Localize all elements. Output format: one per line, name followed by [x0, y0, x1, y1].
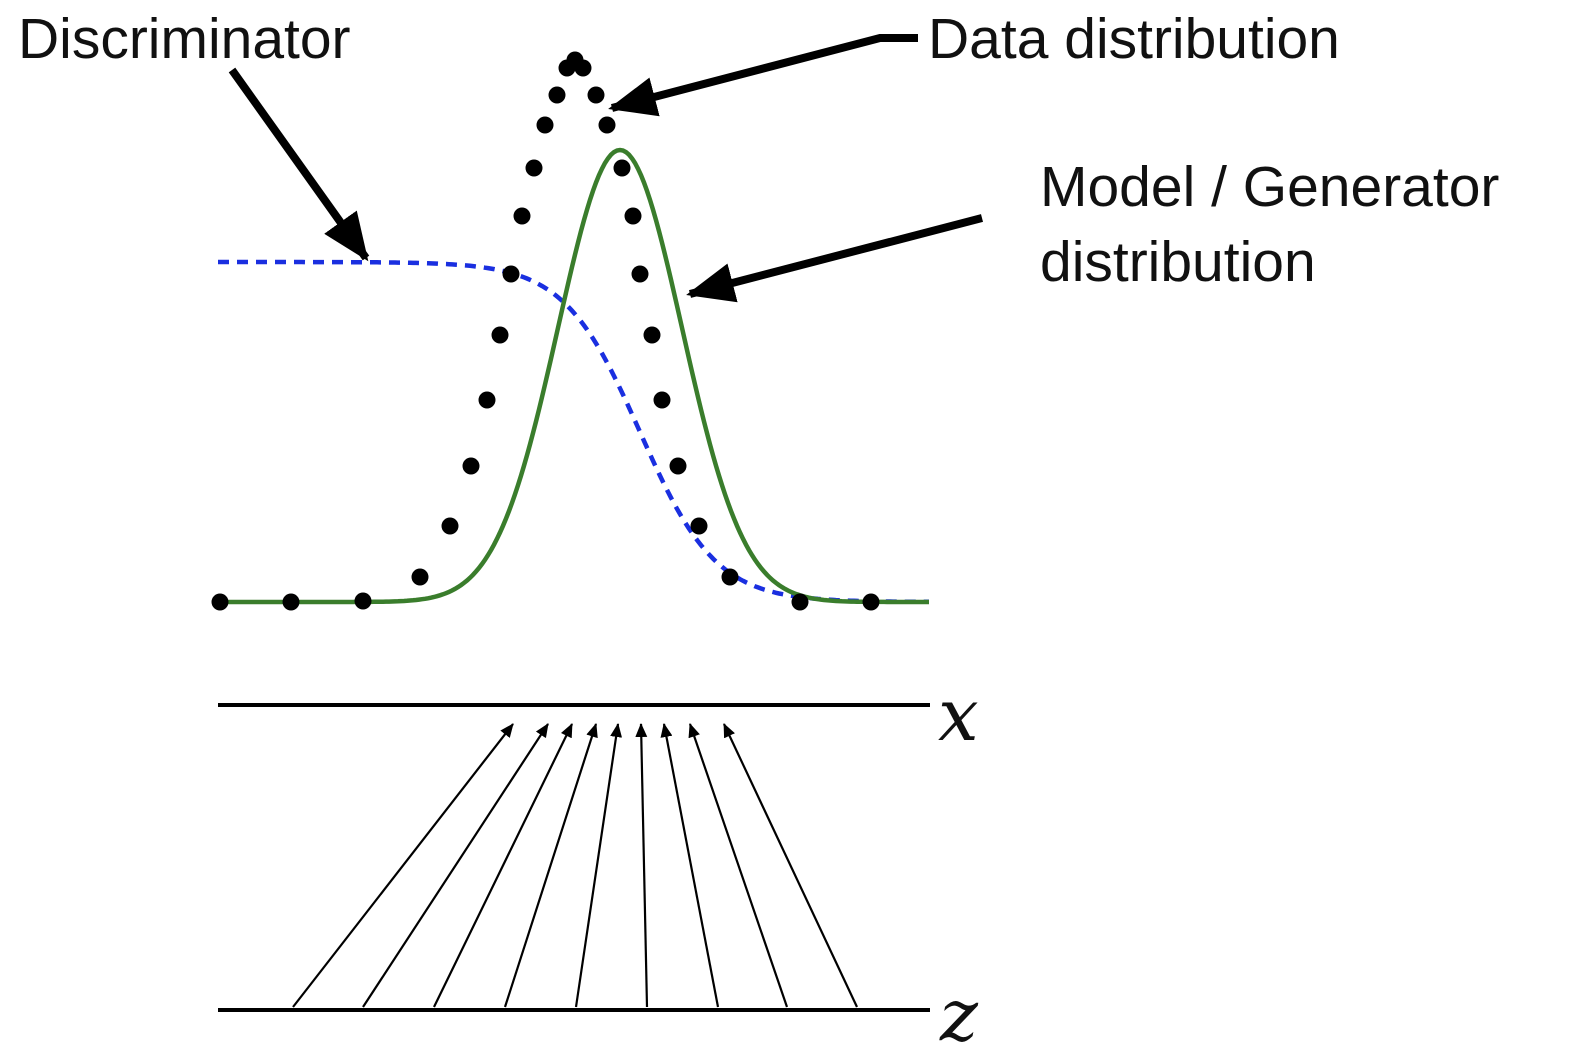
- mapping-arrow: [362, 723, 549, 1008]
- model-distribution-pointer-arrow: [686, 214, 984, 303]
- data-dot: [721, 568, 739, 586]
- data-dot: [669, 457, 687, 475]
- mapping-arrow: [503, 723, 598, 1008]
- data-dot: [211, 593, 229, 611]
- data-distribution-pointer-arrow: [608, 34, 918, 117]
- model-distribution-label-line2: distribution: [1040, 230, 1316, 294]
- discriminator-pointer-arrow: [228, 67, 370, 262]
- z-axis-label: z: [939, 973, 979, 1057]
- model-distribution-curve: [218, 147, 929, 605]
- data-dot: [862, 593, 880, 611]
- discriminator-label: Discriminator: [18, 7, 351, 71]
- data-dot: [525, 159, 543, 177]
- data-dot: [536, 116, 554, 134]
- data-dot: [491, 326, 509, 344]
- data-dot: [441, 517, 459, 535]
- data-dot: [478, 391, 496, 409]
- data-distribution-label: Data distribution: [928, 7, 1340, 71]
- mapping-arrow: [660, 723, 720, 1008]
- mapping-arrow: [688, 723, 789, 1008]
- mapping-arrow: [723, 723, 858, 1008]
- data-dot: [587, 86, 605, 104]
- z-to-x-mapping-arrows: [292, 723, 858, 1008]
- data-dot: [411, 568, 429, 586]
- mapping-arrow: [574, 723, 623, 1008]
- data-distribution-dots: [211, 51, 880, 611]
- data-dot: [502, 265, 520, 283]
- data-dot: [613, 159, 631, 177]
- data-dot: [631, 265, 649, 283]
- mapping-arrow: [433, 723, 573, 1008]
- data-dot: [513, 207, 531, 225]
- data-dot: [354, 592, 372, 610]
- data-dot: [282, 593, 300, 611]
- data-dot: [574, 59, 592, 77]
- discriminator-curve: [218, 259, 929, 605]
- data-dot: [624, 207, 642, 225]
- data-dot: [791, 593, 809, 611]
- mapping-arrow: [292, 723, 514, 1008]
- data-dot: [462, 457, 480, 475]
- mapping-arrow: [635, 723, 649, 1008]
- x-axis-label: x: [938, 673, 979, 757]
- data-dot: [643, 326, 661, 344]
- model-distribution-label-line1: Model / Generator: [1040, 155, 1499, 219]
- data-dot: [598, 116, 616, 134]
- data-dot: [653, 391, 671, 409]
- data-dot: [690, 517, 708, 535]
- data-dot: [548, 86, 566, 104]
